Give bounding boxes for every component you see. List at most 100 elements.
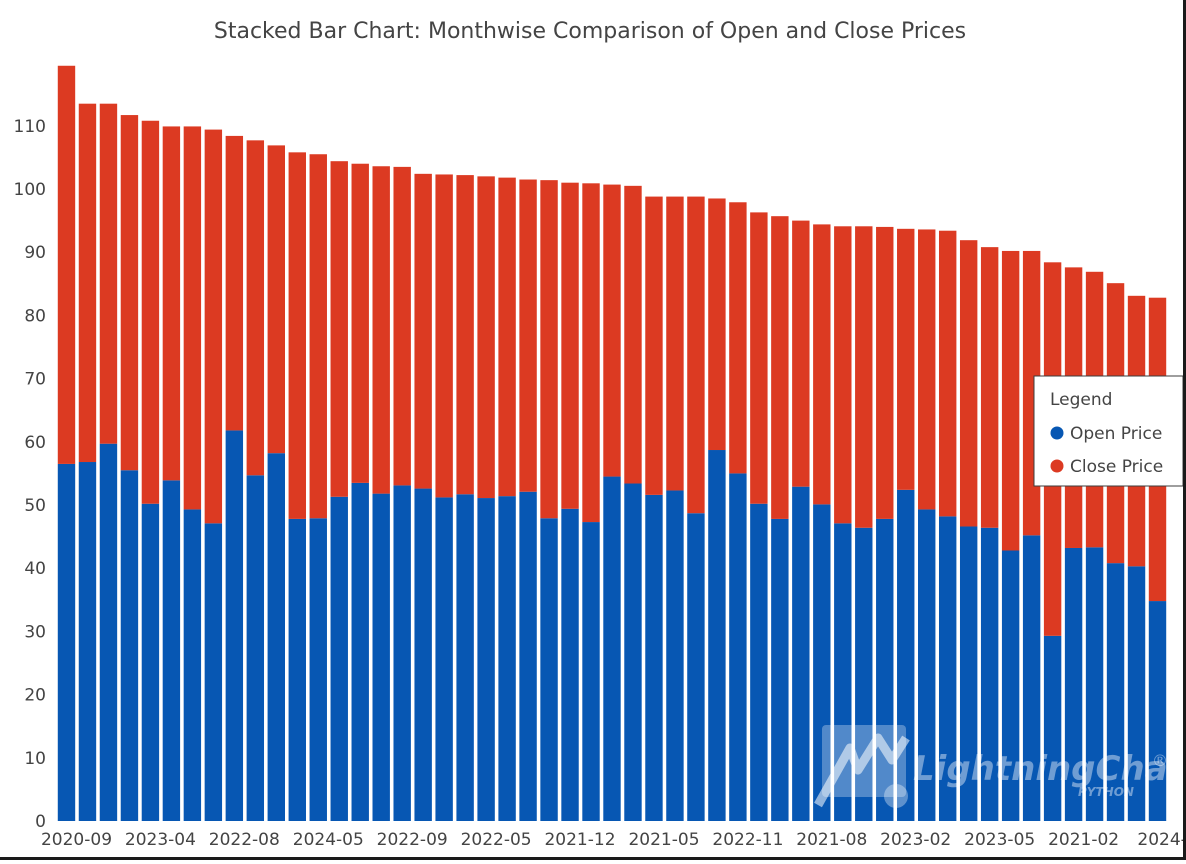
bar-open-price [666,490,684,821]
y-tick-label: 110 [14,117,46,137]
bar-close-price [225,135,244,431]
x-axis-ticks: 2020-09 2023-04 2022-08 2024-05 2022-09 2022-… [41,830,1186,850]
bar-open-price [603,476,621,821]
x-tick-label: 2022-05 [461,830,532,850]
bar-close-price [246,140,265,476]
bar-open-price [1127,566,1146,821]
bar-open-price [750,503,768,821]
x-tick-label: 2023-04 [125,830,196,850]
bar-open-price [204,523,223,821]
bar-close-price [498,177,516,497]
bar-close-price [267,145,285,454]
bar-close-price [519,179,537,492]
bar-open-price [540,518,558,821]
bar-close-price [624,185,642,484]
bar-open-price [959,526,978,821]
bar-open-price [162,480,181,821]
bar-close-price [666,196,684,491]
y-tick-label: 100 [14,180,46,200]
bar-open-price [498,496,516,821]
bar-open-price [435,497,453,821]
bar-close-price [959,240,978,527]
bar-open-price [1106,563,1125,821]
bar-open-price [938,516,957,821]
bar-close-price [813,224,831,505]
bar-close-price [288,152,306,519]
bar-open-price [57,463,76,821]
bar-open-price [330,496,348,821]
bar-open-price [309,518,327,821]
bar-open-price [393,485,411,821]
bar-close-price [456,175,474,495]
x-tick-label: 2022-11 [712,830,783,850]
bar-close-price [938,230,957,517]
bar-close-price [876,226,894,519]
bar-open-price [1001,550,1020,821]
x-tick-label: 2022-09 [377,830,448,850]
y-tick-label: 90 [24,243,46,263]
y-tick-label: 70 [24,370,46,390]
y-tick-label: 20 [24,686,46,706]
x-tick-label: 2022-08 [209,830,280,850]
x-tick-label: 2021-02 [1048,830,1119,850]
bar-close-price [603,184,621,477]
watermark-registered-mark: ® [1152,751,1168,770]
bar-close-price [687,196,705,514]
bar-close-price [330,161,348,497]
bar-close-price [771,216,789,519]
bar-open-price [624,483,642,821]
bar-close-price [309,154,327,519]
bar-group [57,65,1167,821]
bar-open-price [267,453,285,821]
bar-open-price [1043,635,1062,821]
bar-open-price [246,475,265,821]
y-tick-label: 60 [24,433,46,453]
bar-close-price [141,120,160,504]
bar-open-price [792,486,810,821]
y-tick-label: 30 [24,622,46,642]
bar-open-price [813,504,831,821]
y-tick-label: 50 [24,496,46,516]
bar-open-price [141,503,160,821]
bar-open-price [1022,535,1041,821]
bar-close-price [1001,250,1020,551]
y-tick-label: 0 [35,812,46,832]
bar-open-price [582,522,600,821]
bar-open-price [771,518,789,821]
bar-close-price [729,202,747,474]
watermark-bolt-icon [814,733,910,808]
bar-open-price [1064,547,1083,821]
bar-open-price [120,470,139,821]
legend-title: Legend [1050,390,1112,410]
watermark-brand-text: LightningChart [913,749,1186,789]
bar-open-price [183,509,202,821]
bar-close-price [393,166,411,486]
x-tick-label: 2023-05 [964,830,1035,850]
legend-item-label: Close Price [1070,457,1163,477]
bar-close-price [645,196,663,495]
bar-close-price [78,103,97,463]
legend: Legend Open Price Close Price [1033,375,1184,487]
y-tick-label: 10 [24,749,46,769]
bar-open-price [561,508,579,821]
bar-close-price [435,174,453,498]
bar-close-price [120,115,139,471]
bar-open-price [225,430,244,821]
frame-border-right [1183,0,1186,860]
bar-open-price [78,462,97,821]
bar-close-price [540,180,558,519]
legend-marker [1050,426,1064,440]
bar-close-price [414,173,432,489]
bar-close-price [204,129,223,524]
bar-close-price [834,226,852,524]
bar-close-price [582,183,600,523]
watermark-gear-icon [884,784,908,808]
bar-open-price [980,527,999,821]
bar-close-price [162,126,181,481]
y-axis-ticks: 0 10 20 30 40 50 60 70 80 90 100 110 [14,117,46,832]
legend-marker [1050,459,1064,473]
bar-open-price [477,498,495,821]
bar-open-price [288,518,306,821]
bar-open-price [918,509,936,821]
